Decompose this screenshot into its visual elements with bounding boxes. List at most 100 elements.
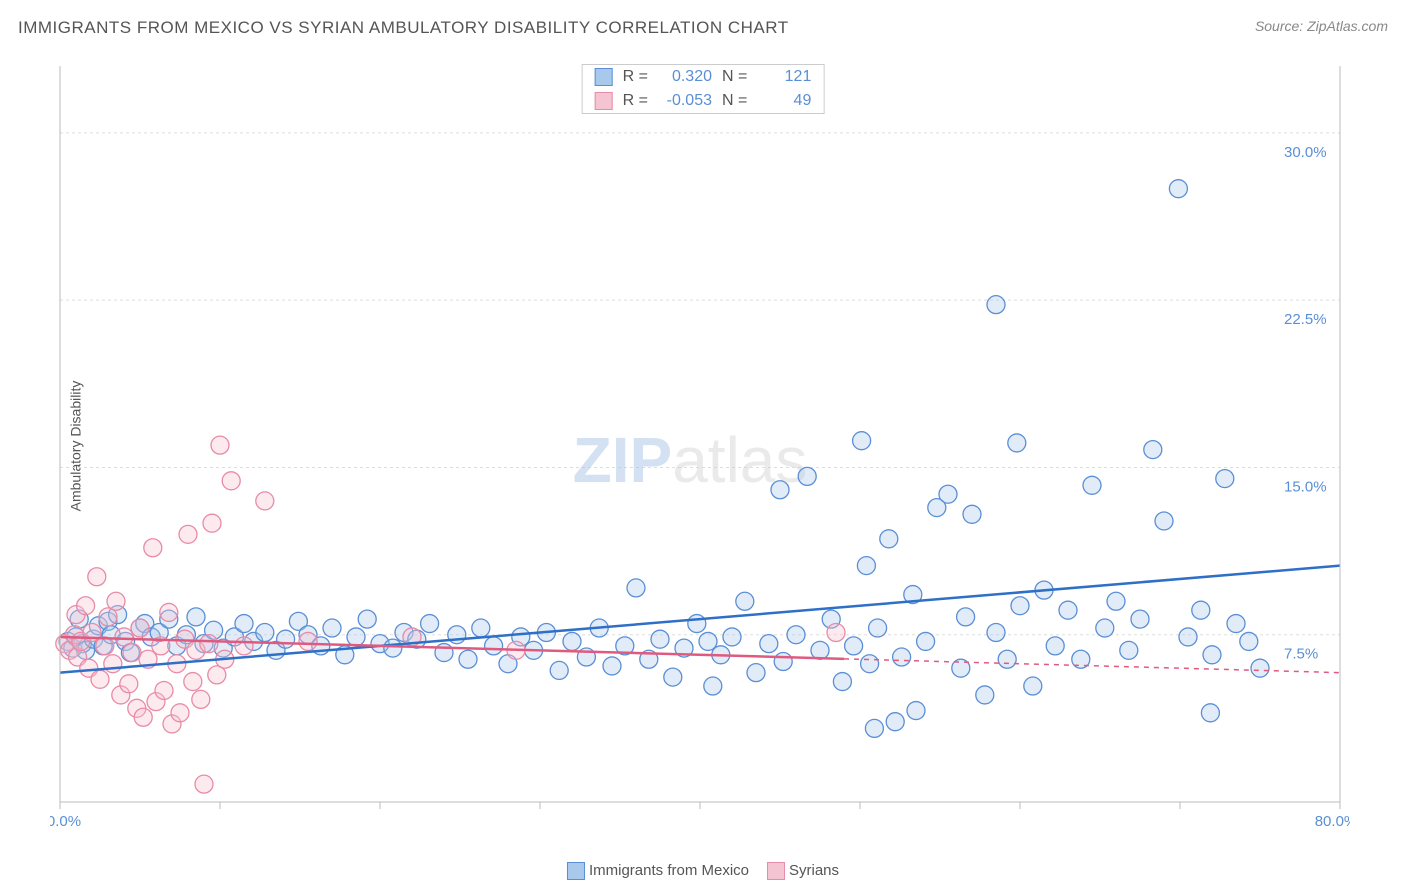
svg-text:22.5%: 22.5% [1284,311,1327,328]
data-point [957,608,975,626]
data-point [358,610,376,628]
data-point [1201,704,1219,722]
data-point [211,436,229,454]
data-point [833,673,851,691]
data-point [1144,441,1162,459]
data-point [987,296,1005,314]
correlation-row: R =-0.053N =49 [583,89,824,113]
correlation-box: R =0.320N =121R =-0.053N =49 [582,64,825,114]
data-point [627,579,645,597]
data-point [1251,659,1269,677]
data-point [347,628,365,646]
svg-text:15.0%: 15.0% [1284,478,1327,495]
svg-text:0.0%: 0.0% [50,813,81,830]
data-point [998,650,1016,668]
data-point [131,619,149,637]
data-point [203,514,221,532]
data-point [865,719,883,737]
data-point [1011,597,1029,615]
svg-text:30.0%: 30.0% [1284,144,1327,161]
legend-swatch [595,92,613,110]
data-point [187,608,205,626]
data-point [1096,619,1114,637]
data-point [1192,601,1210,619]
legend-item: Immigrants from Mexico [567,862,749,880]
data-point [1083,476,1101,494]
data-point [195,775,213,793]
header: IMMIGRANTS FROM MEXICO VS SYRIAN AMBULAT… [18,18,1388,38]
data-point [256,623,274,641]
data-point [861,655,879,673]
data-point [976,686,994,704]
legend-swatch [567,862,585,880]
chart-title: IMMIGRANTS FROM MEXICO VS SYRIAN AMBULAT… [18,18,789,38]
data-point [200,635,218,653]
data-point [235,637,253,655]
data-point [798,467,816,485]
data-point [563,632,581,650]
data-point [880,530,898,548]
svg-text:80.0%: 80.0% [1315,813,1350,830]
data-point [222,472,240,490]
data-point [1059,601,1077,619]
data-point [827,623,845,641]
data-point [704,677,722,695]
legend-swatch [767,862,785,880]
data-point [160,603,178,621]
data-point [747,664,765,682]
data-point [651,630,669,648]
data-point [1155,512,1173,530]
data-point [774,652,792,670]
data-point [144,539,162,557]
data-point [1216,470,1234,488]
data-point [235,615,253,633]
data-point [787,626,805,644]
data-point [811,641,829,659]
data-point [1107,592,1125,610]
data-point [736,592,754,610]
data-point [869,619,887,637]
data-point [1131,610,1149,628]
chart-area: ZIPatlas0.0%80.0%7.5%15.0%22.5%30.0% [50,62,1350,832]
data-point [1008,434,1026,452]
data-point [917,632,935,650]
data-point [384,639,402,657]
data-point [857,557,875,575]
data-point [1169,180,1187,198]
data-point [845,637,863,655]
data-point [550,661,568,679]
data-point [485,637,503,655]
data-point [123,644,141,662]
data-point [323,619,341,637]
data-point [120,675,138,693]
data-point [179,525,197,543]
source-credit: Source: ZipAtlas.com [1255,18,1388,38]
data-point [939,485,957,503]
scatter-chart: ZIPatlas0.0%80.0%7.5%15.0%22.5%30.0% [50,62,1350,832]
data-point [1120,641,1138,659]
data-point [1240,632,1258,650]
svg-text:7.5%: 7.5% [1284,646,1318,663]
data-point [907,702,925,720]
data-point [421,615,439,633]
data-point [1046,637,1064,655]
data-point [88,568,106,586]
data-point [963,505,981,523]
data-point [91,670,109,688]
data-point [184,673,202,691]
data-point [299,632,317,650]
data-point [853,432,871,450]
data-point [104,655,122,673]
data-point [893,648,911,666]
source-link[interactable]: ZipAtlas.com [1307,18,1388,34]
data-point [256,492,274,510]
legend-item: Syrians [767,862,839,880]
data-point [760,635,778,653]
data-point [155,681,173,699]
data-point [134,708,152,726]
data-point [459,650,477,668]
data-point [886,713,904,731]
data-point [771,481,789,499]
data-point [472,619,490,637]
data-point [664,668,682,686]
